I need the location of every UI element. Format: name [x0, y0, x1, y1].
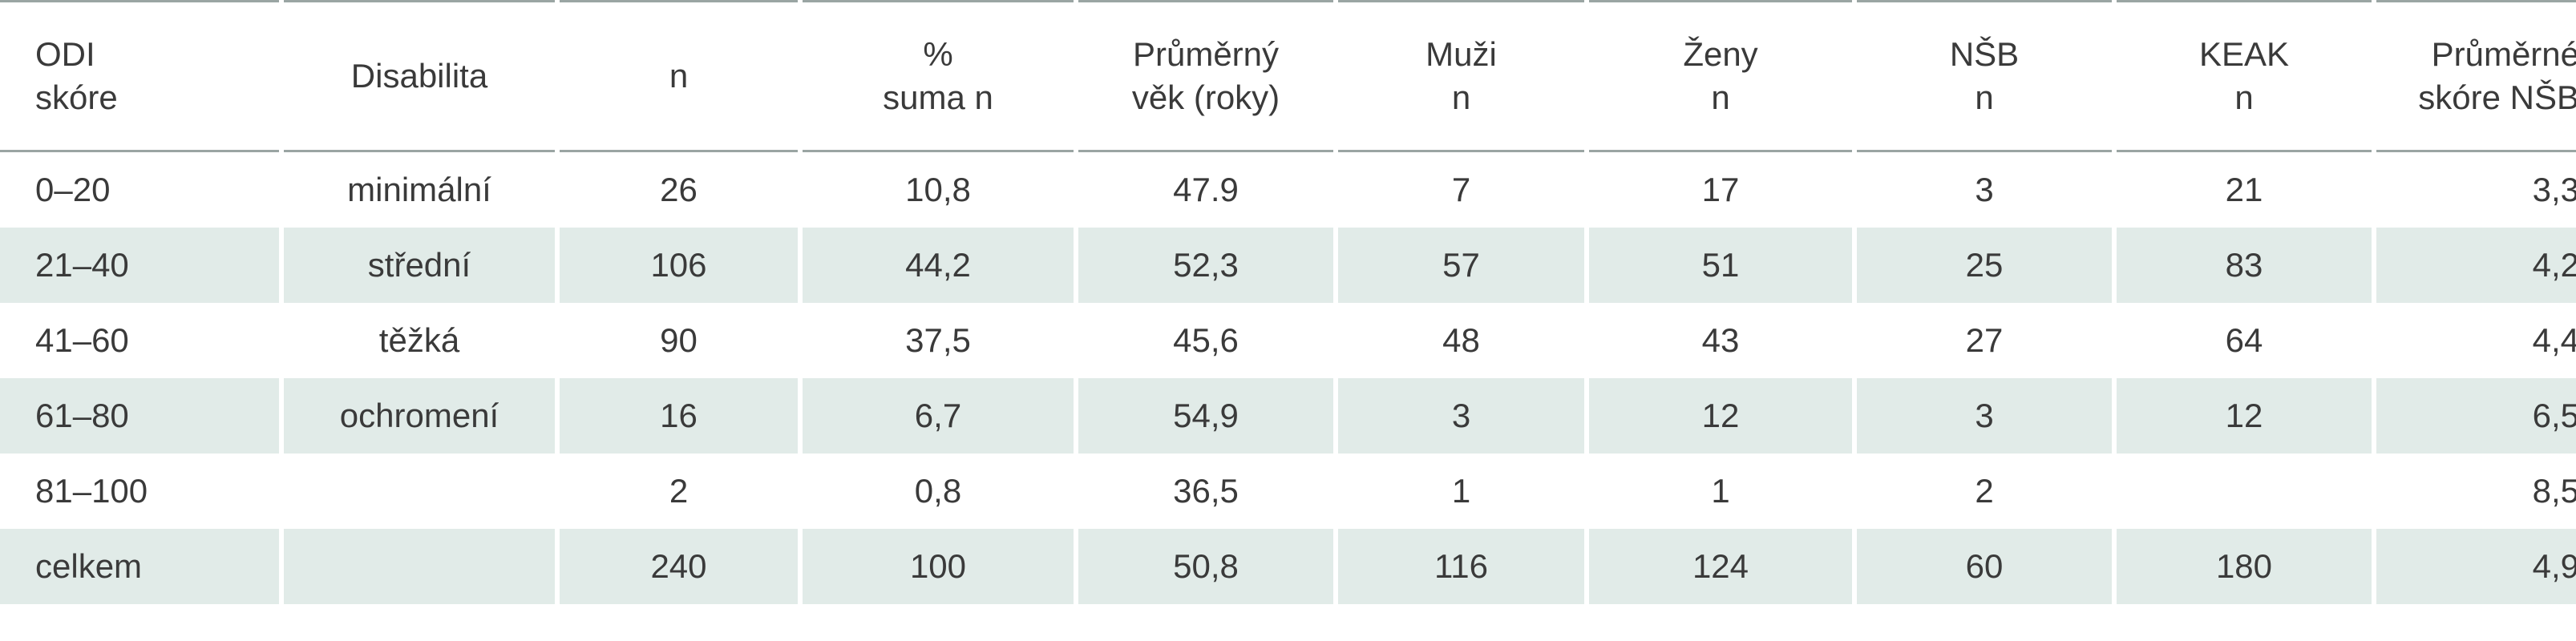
header-cell: NŠB n	[1857, 0, 2112, 152]
header-line: věk (roky)	[1131, 79, 1280, 116]
table-cell: 1	[1451, 472, 1471, 510]
table-cell: 7	[1451, 171, 1471, 208]
table-cell: 83	[2117, 228, 2372, 303]
table-cell: 57	[1338, 228, 1584, 303]
table-cell: 3	[1338, 378, 1584, 454]
table-cell: 47.9	[1173, 171, 1239, 208]
table-cell: 106	[560, 228, 798, 303]
table-cell: 41–60	[35, 321, 129, 359]
table-cell: 3,3	[2532, 171, 2576, 208]
table-cell: 52,3	[1078, 228, 1333, 303]
header-cell: Průměrné skóre NŠB	[2376, 0, 2576, 152]
header-line: n	[1451, 79, 1471, 116]
table-cell: 4,4	[2532, 321, 2576, 359]
table-cell: 16	[560, 378, 798, 454]
header-line: suma n	[883, 79, 993, 116]
header-cell: Průměrný věk (roky)	[1078, 0, 1333, 152]
empty-cell	[2117, 454, 2372, 529]
table-cell: 124	[1589, 529, 1852, 604]
table-cell: 3	[1975, 171, 1994, 208]
header-cell: KEAK n	[2117, 0, 2372, 152]
table-cell: 100	[803, 529, 1074, 604]
table-row: celkem 240 100 50,8 116 124 60 180 4,9	[0, 529, 2576, 604]
header-line: Disabilita	[350, 57, 488, 95]
header-line: Muži	[1425, 35, 1497, 73]
table-cell: 6,5	[2376, 378, 2576, 454]
header-line: n	[1975, 79, 1994, 116]
table-cell: 44,2	[803, 228, 1074, 303]
table-cell: 36,5	[1173, 472, 1239, 510]
table-cell: 48	[1442, 321, 1480, 359]
header-line: Ženy	[1683, 35, 1758, 73]
table-cell: 61–80	[0, 378, 279, 454]
header-line: Průměrné	[2431, 35, 2576, 73]
table-cell: 4,2	[2376, 228, 2576, 303]
header-cell: Disabilita	[284, 0, 555, 152]
header-cell: Ženy n	[1589, 0, 1852, 152]
table-cell: 10,8	[905, 171, 971, 208]
header-line: Průměrný	[1132, 35, 1280, 73]
table-cell: 50,8	[1078, 529, 1333, 604]
table-cell: 81–100	[35, 472, 148, 510]
table-row: 21–40 střední 106 44,2 52,3 57 51 25 83 4,2	[0, 228, 2576, 303]
table-cell: 3	[1857, 378, 2112, 454]
table-row: 61–80 ochromení 16 6,7 54,9 3 12 3 12 6,5	[0, 378, 2576, 454]
table-cell: 51	[1589, 228, 1852, 303]
table-cell: 6,7	[803, 378, 1074, 454]
table-cell: 21	[2225, 171, 2263, 208]
table-cell: 43	[1701, 321, 1740, 359]
table-cell: 45,6	[1173, 321, 1239, 359]
odi-table: ODI skóre Disabilita n% suma n Průměrný věk (r…	[0, 0, 2576, 604]
header-cell: % suma n	[803, 0, 1074, 152]
header-line: n	[2234, 79, 2254, 116]
table-cell: 180	[2117, 529, 2372, 604]
table-cell: 4,9	[2376, 529, 2576, 604]
table-cell: 21–40	[0, 228, 279, 303]
header-line: NŠB	[1949, 35, 2020, 73]
table-body: 0–20 minimální 26 10,8 47.9 7 17 3 21 3,3 21–40 stř…	[0, 152, 2576, 604]
table-cell: 2	[1975, 472, 1994, 510]
table-cell: 240	[560, 529, 798, 604]
empty-cell	[284, 454, 555, 529]
table-cell: 26	[660, 171, 698, 208]
table-cell: 0,8	[914, 472, 962, 510]
header-line: ODI	[35, 35, 95, 73]
table-cell: 25	[1857, 228, 2112, 303]
table-cell: ochromení	[284, 378, 555, 454]
table-cell: 17	[1701, 171, 1740, 208]
table-row: 0–20 minimální 26 10,8 47.9 7 17 3 21 3,3	[0, 152, 2576, 228]
header-line: n	[1711, 79, 1730, 116]
table-cell: celkem	[0, 529, 279, 604]
table-cell: 1	[1711, 472, 1730, 510]
header-line: n	[669, 57, 689, 95]
table-cell: 37,5	[905, 321, 971, 359]
header-line: KEAK	[2198, 35, 2290, 73]
table-cell: 12	[2117, 378, 2372, 454]
table-cell: 60	[1857, 529, 2112, 604]
table-cell: těžká	[378, 321, 460, 359]
table-cell: 90	[660, 321, 698, 359]
header-line: skóre	[35, 79, 118, 116]
table-cell: 0–20	[35, 171, 111, 208]
table-row: 41–60 těžká 90 37,5 45,6 48 43 27 64 4,4	[0, 303, 2576, 378]
header-cell: n	[560, 0, 798, 152]
header-cell: ODI skóre	[0, 0, 279, 152]
table-cell: 64	[2225, 321, 2263, 359]
table-cell: střední	[284, 228, 555, 303]
table-cell: 2	[669, 472, 689, 510]
header-cell: Muži n	[1338, 0, 1584, 152]
table-row: 81–100 2 0,8 36,5 1 1 2 8,5	[0, 454, 2576, 529]
table-cell: 27	[1965, 321, 2004, 359]
table-cell: 54,9	[1078, 378, 1333, 454]
table-cell: minimální	[347, 171, 491, 208]
table-cell: 8,5	[2532, 472, 2576, 510]
header-line: skóre NŠB	[2418, 79, 2576, 116]
empty-cell	[284, 529, 555, 604]
table-cell: 116	[1338, 529, 1584, 604]
table-cell: 12	[1589, 378, 1852, 454]
header-line: %	[923, 35, 953, 73]
header-row: ODI skóre Disabilita n% suma n Průměrný věk (r…	[0, 0, 2576, 152]
